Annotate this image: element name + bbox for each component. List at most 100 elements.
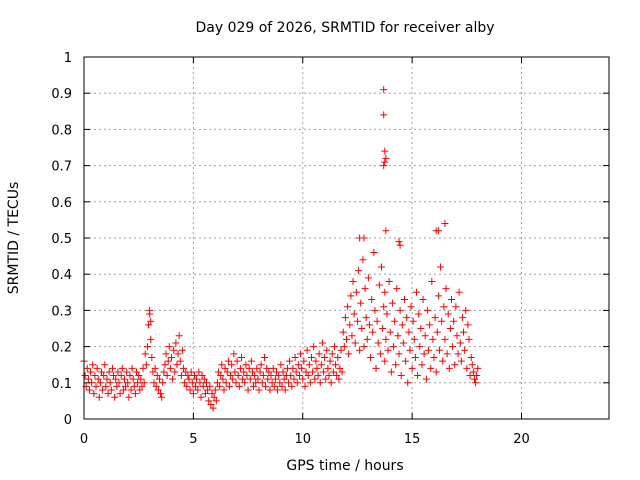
data-point <box>101 361 109 369</box>
data-point <box>312 357 320 365</box>
data-point <box>193 375 201 383</box>
data-point <box>361 285 369 293</box>
data-point <box>435 346 443 354</box>
data-point <box>456 339 464 347</box>
data-point <box>433 328 441 336</box>
data-point <box>327 379 335 387</box>
data-point <box>360 234 368 242</box>
data-point <box>248 368 256 376</box>
data-point <box>337 346 345 354</box>
data-point <box>117 372 125 380</box>
data-point <box>441 335 449 343</box>
data-point <box>316 379 324 387</box>
data-point <box>350 310 358 318</box>
data-point <box>133 368 140 376</box>
data-point <box>153 372 161 380</box>
data-point <box>442 285 450 293</box>
data-point <box>219 375 227 383</box>
data-point <box>371 306 379 314</box>
data-point <box>398 321 406 329</box>
data-point <box>173 361 181 369</box>
data-point <box>461 346 469 354</box>
data-point <box>443 350 451 358</box>
data-point <box>406 346 414 354</box>
data-point <box>291 353 299 361</box>
data-point <box>463 364 471 372</box>
data-point <box>351 339 359 347</box>
data-point <box>175 332 183 340</box>
data-point <box>338 368 346 376</box>
data-point <box>135 372 143 380</box>
data-point <box>252 379 260 387</box>
data-point <box>363 335 371 343</box>
data-point <box>474 364 482 372</box>
data-point <box>392 361 400 369</box>
data-point <box>169 375 177 383</box>
data-point <box>157 390 165 398</box>
data-point <box>83 364 91 372</box>
data-point <box>325 372 333 380</box>
y-tick-label: 0 <box>64 413 72 428</box>
y-tick-label: 0.7 <box>51 160 72 175</box>
data-point <box>104 390 112 398</box>
data-point <box>407 303 415 311</box>
data-point <box>464 321 472 329</box>
data-point <box>328 350 336 358</box>
data-point <box>414 372 422 380</box>
data-point <box>321 353 329 361</box>
data-point <box>387 368 395 376</box>
x-axis-title: GPS time / hours <box>286 458 403 474</box>
data-point <box>370 248 378 256</box>
data-point <box>399 339 407 347</box>
data-point <box>396 241 404 249</box>
data-point <box>238 353 245 361</box>
data-point <box>148 353 156 361</box>
data-point <box>189 390 197 398</box>
data-point <box>262 382 270 390</box>
data-point <box>217 372 225 380</box>
data-point <box>259 372 267 380</box>
data-point <box>345 350 353 358</box>
data-point <box>208 390 216 398</box>
data-point <box>276 379 284 387</box>
data-point <box>166 364 174 372</box>
data-point <box>311 375 319 383</box>
data-point <box>326 357 334 365</box>
data-point <box>314 372 322 380</box>
data-point <box>381 357 389 365</box>
data-point <box>434 292 442 300</box>
data-point <box>260 353 268 361</box>
data-point <box>155 375 163 383</box>
data-point <box>162 350 170 358</box>
data-point <box>318 339 326 347</box>
data-point <box>107 386 115 394</box>
data-point <box>304 372 312 380</box>
data-point <box>111 393 119 401</box>
data-point <box>93 364 101 372</box>
data-point <box>333 372 341 380</box>
data-point <box>103 375 111 383</box>
data-point <box>396 306 404 314</box>
y-tick-label: 0.4 <box>51 268 72 283</box>
data-point <box>381 288 389 296</box>
data-point <box>353 317 361 325</box>
data-point <box>127 386 135 394</box>
data-point <box>446 325 454 332</box>
data-point <box>368 296 376 304</box>
data-point <box>404 379 412 387</box>
data-point <box>448 296 455 304</box>
data-point <box>390 343 398 351</box>
data-point <box>323 346 331 354</box>
data-point <box>224 357 232 365</box>
data-point <box>421 332 429 340</box>
y-tick-label: 0.6 <box>51 196 72 211</box>
data-point <box>402 357 410 365</box>
data-point <box>232 379 240 387</box>
data-point <box>301 382 309 390</box>
data-point <box>289 364 297 372</box>
data-point <box>100 372 108 380</box>
data-point <box>253 364 261 372</box>
data-point <box>174 350 182 358</box>
data-point <box>152 382 160 390</box>
